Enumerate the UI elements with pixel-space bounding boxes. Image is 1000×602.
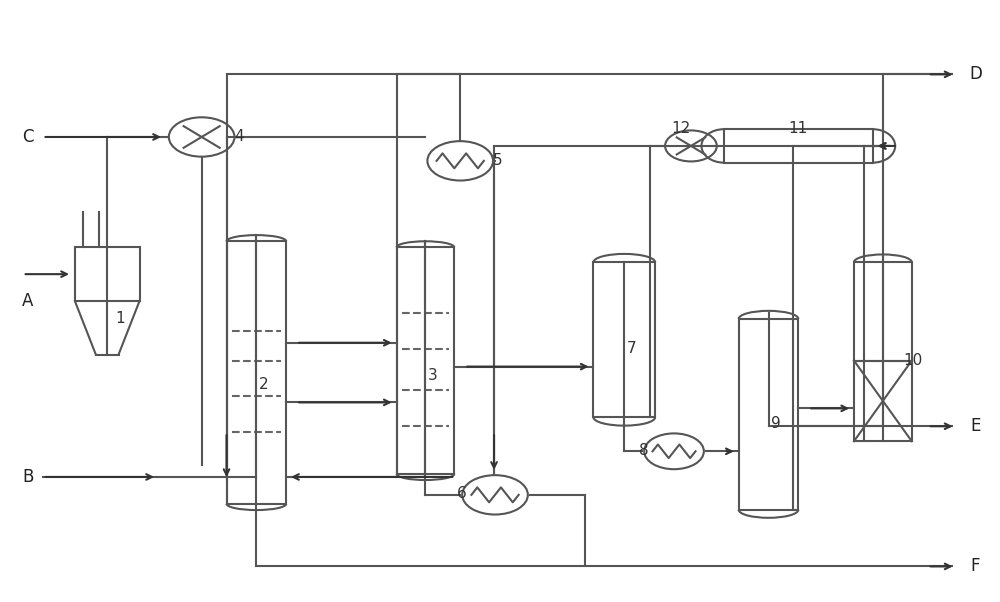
Text: 12: 12: [671, 120, 691, 135]
Text: C: C: [22, 128, 33, 146]
Text: B: B: [22, 468, 33, 486]
Bar: [739, 319, 798, 510]
Text: A: A: [22, 292, 33, 310]
Bar: [397, 247, 454, 474]
Text: E: E: [970, 417, 981, 435]
Bar: [724, 129, 873, 163]
Text: 3: 3: [428, 368, 437, 383]
Text: F: F: [971, 557, 980, 576]
Text: 5: 5: [493, 154, 503, 169]
Bar: [854, 262, 912, 361]
Bar: [227, 241, 286, 504]
Text: 8: 8: [639, 442, 649, 458]
Bar: [593, 262, 655, 417]
Text: 2: 2: [259, 377, 268, 392]
Text: 11: 11: [789, 120, 808, 135]
Text: 4: 4: [235, 129, 244, 144]
Text: 9: 9: [771, 416, 780, 431]
Bar: [75, 247, 140, 301]
Text: 10: 10: [903, 353, 922, 368]
Text: 1: 1: [115, 311, 125, 326]
Text: 6: 6: [457, 486, 467, 500]
Text: D: D: [969, 66, 982, 83]
Text: 7: 7: [626, 341, 636, 356]
